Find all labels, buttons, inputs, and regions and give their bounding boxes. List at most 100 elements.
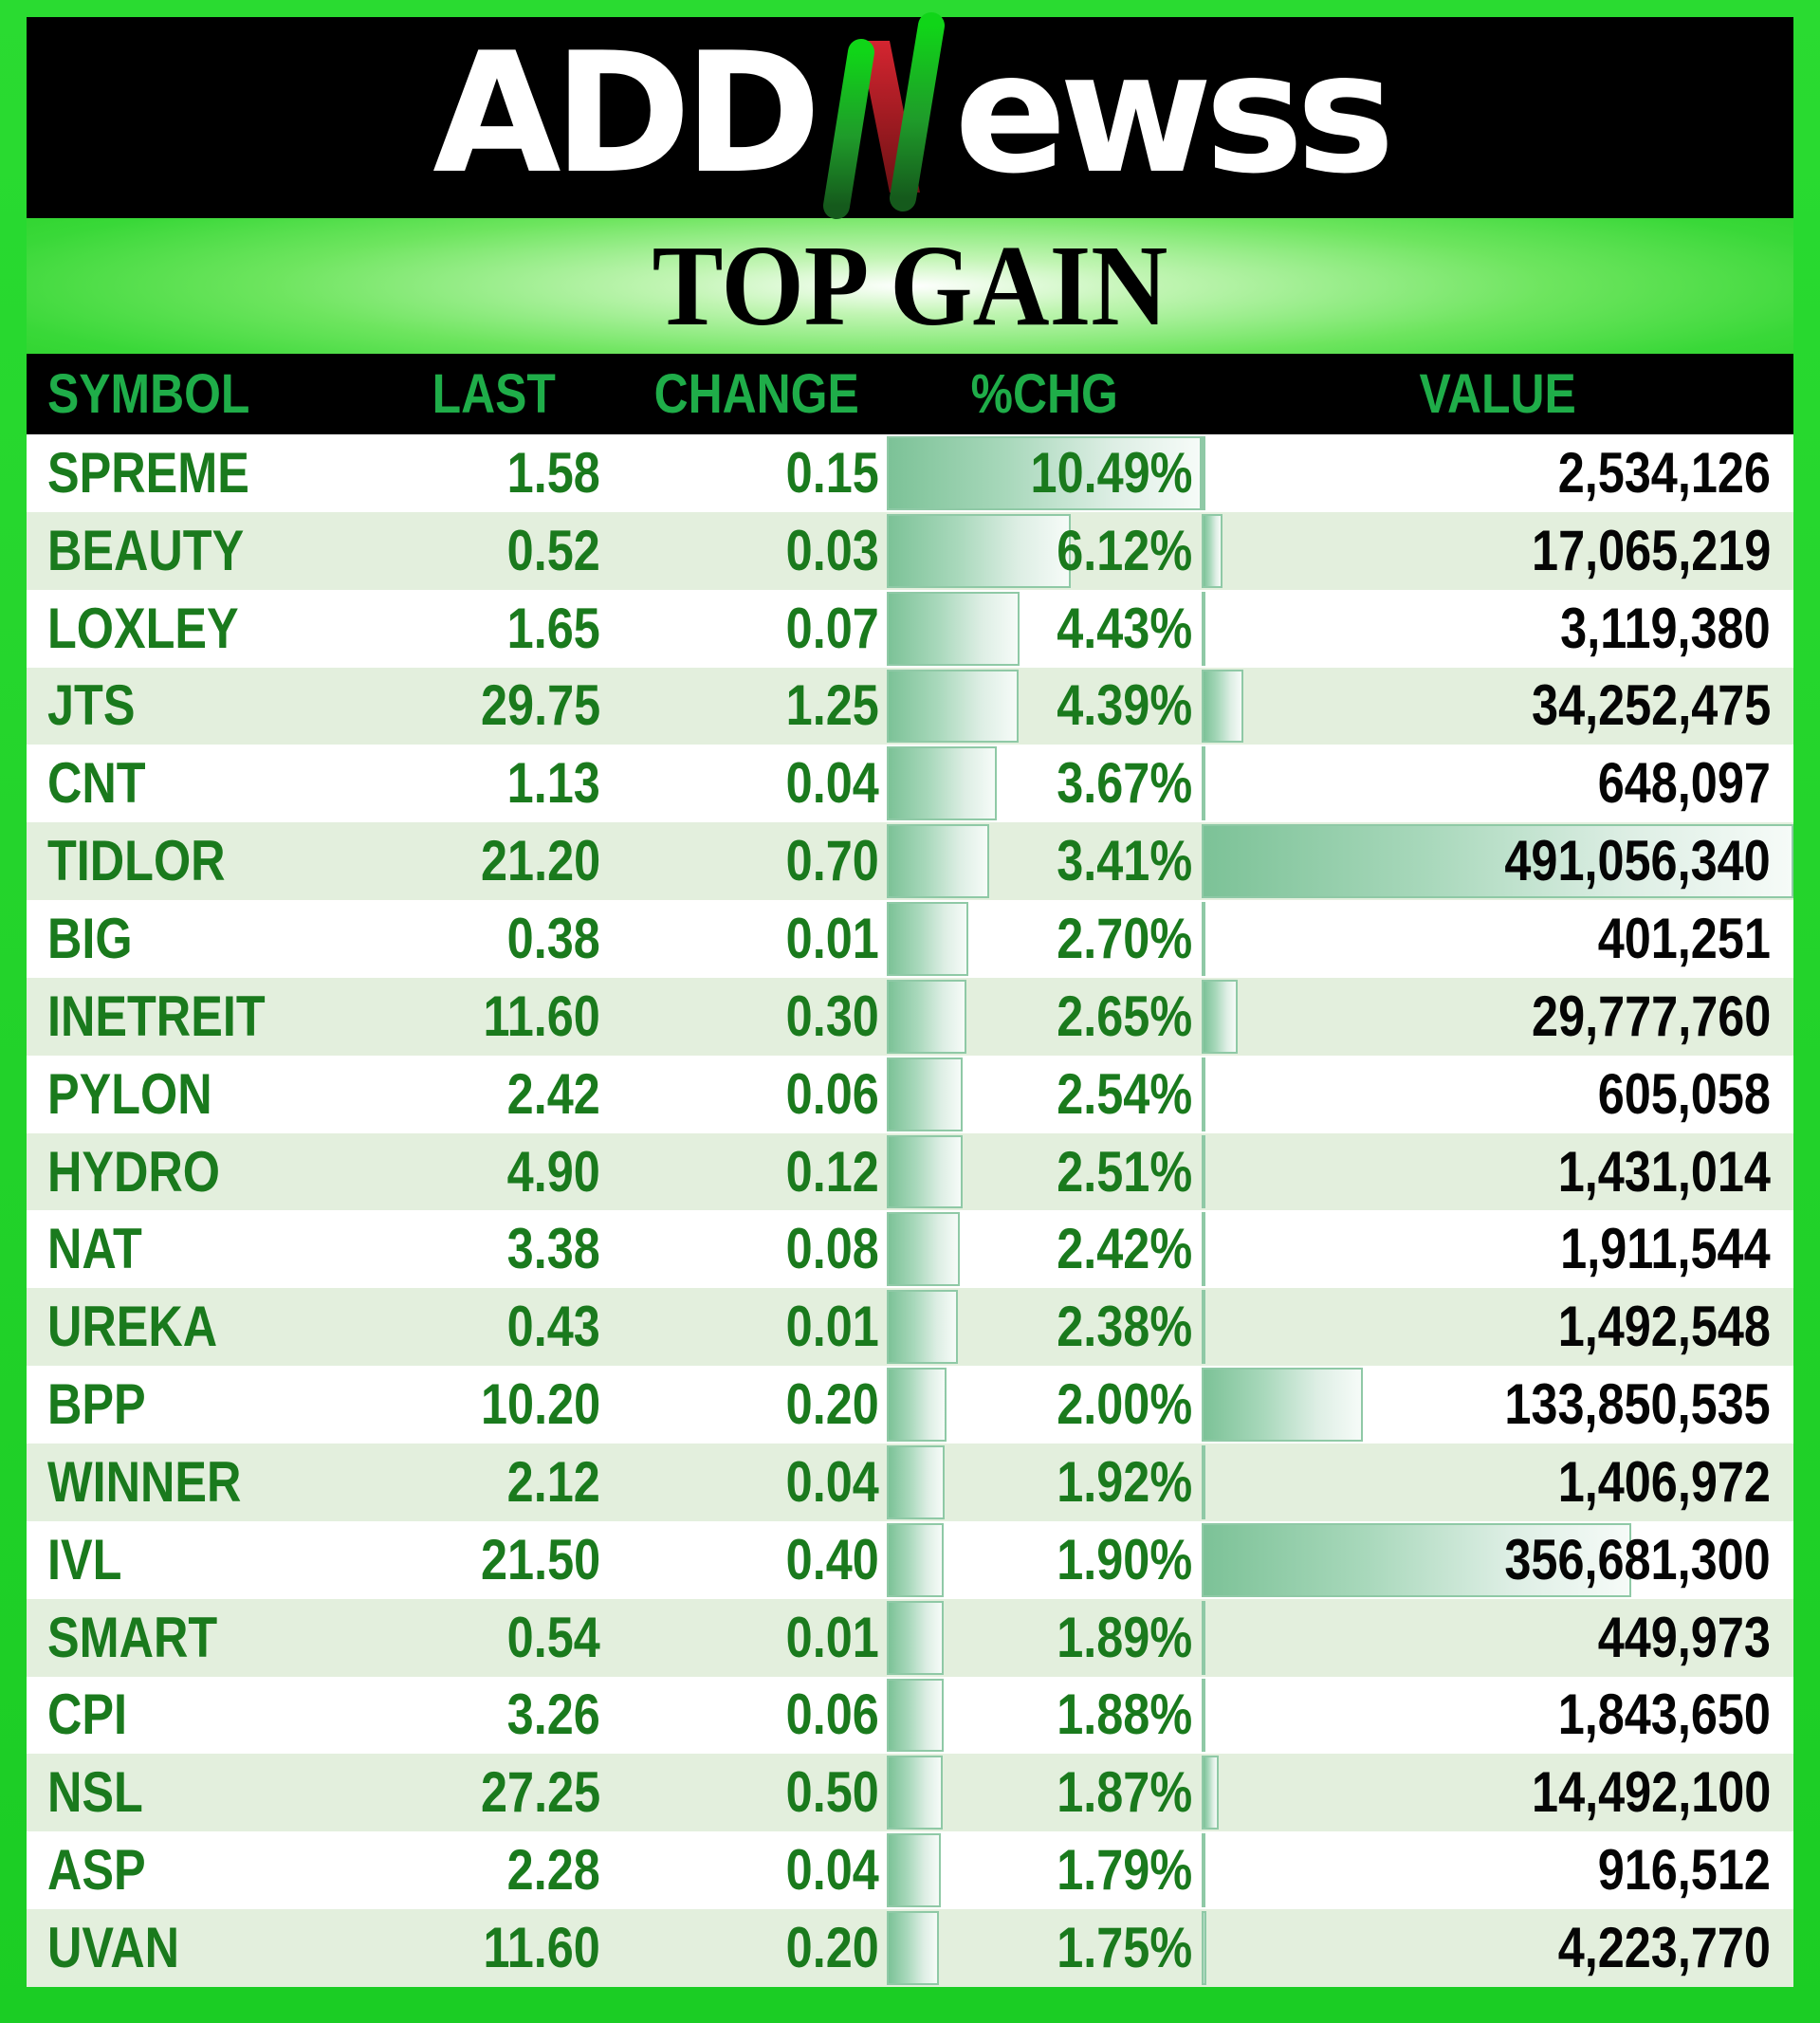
value-cell: 133,850,535 [1202,1366,1793,1444]
last-cell: 1.58 [506,440,601,505]
table-row: HYDRO 4.90 0.12 2.51% 1,431,014 [27,1132,1793,1211]
value-cell: 14,492,100 [1202,1754,1793,1831]
header-pct-chg: %CHG [970,362,1118,425]
last-cell: 29.75 [480,673,601,738]
table-row: PYLON 2.42 0.06 2.54% 605,058 [27,1055,1793,1133]
value-data-bar [1202,1522,1632,1597]
pct-chg-cell: 2.42% [887,1210,1202,1288]
symbol-cell: LOXLEY [47,596,239,660]
value-cell: 648,097 [1202,745,1793,822]
table-row: BPP 10.20 0.20 2.00% 133,850,535 [27,1366,1793,1444]
pct-chg-data-bar [887,1600,944,1675]
pct-chg-data-bar [887,1134,963,1209]
symbol-cell: UVAN [47,1915,180,1979]
last-cell: 2.42 [506,1061,601,1126]
logo-n-icon [823,12,946,219]
symbol-cell: HYDRO [47,1139,221,1204]
change-cell: 0.06 [785,1683,880,1747]
last-cell: 3.38 [506,1217,601,1281]
change-cell: 0.50 [785,1760,880,1825]
table-row: UREKA 0.43 0.01 2.38% 1,492,548 [27,1288,1793,1367]
pct-chg-cell: 3.67% [887,745,1202,822]
value-cell: 605,058 [1202,1056,1793,1133]
value-data-bar [1202,979,1238,1054]
symbol-cell: WINNER [47,1449,242,1514]
symbol-cell: NAT [47,1217,142,1281]
pct-chg-cell: 2.00% [887,1366,1202,1444]
value-cell: 29,777,760 [1202,978,1793,1056]
table-row: BEAUTY 0.52 0.03 6.12% 17,065,219 [27,511,1793,590]
value-data-bar [1202,436,1206,510]
symbol-cell: NSL [47,1760,143,1825]
pct-chg-cell: 2.65% [887,978,1202,1056]
table-header: SYMBOL LAST CHANGE %CHG VALUE [27,354,1793,434]
header-last: LAST [432,362,557,425]
last-cell: 2.28 [506,1838,601,1903]
value-data-bar [1202,591,1206,666]
logo-banner: ADD ewss [27,12,1793,219]
last-cell: 2.12 [506,1449,601,1514]
pct-chg-cell: 10.49% [887,434,1203,512]
symbol-cell: PYLON [47,1061,212,1126]
symbol-cell: ASP [47,1838,146,1903]
change-cell: 0.04 [785,751,880,816]
pct-chg-cell: 1.89% [887,1599,1202,1677]
pct-chg-data-bar [887,1833,941,1908]
table-row: SMART 0.54 0.01 1.89% 449,973 [27,1598,1793,1677]
pct-chg-cell: 1.92% [887,1444,1202,1521]
symbol-cell: UREKA [47,1295,218,1359]
value-data-bar [1202,1911,1207,1985]
value-data-bar [1202,746,1206,821]
table-row: WINNER 2.12 0.04 1.92% 1,406,972 [27,1443,1793,1521]
last-cell: 3.26 [506,1683,601,1747]
change-cell: 0.03 [785,518,880,582]
logo-text-add: ADD [432,17,821,211]
symbol-cell: INETREIT [47,984,266,1048]
last-cell: 0.52 [506,518,601,582]
pct-chg-data-bar [887,1678,944,1753]
pct-chg-data-bar [887,746,998,821]
value-data-bar [1202,669,1243,744]
value-data-bar [1202,902,1206,976]
pct-chg-data-bar [887,436,1203,510]
last-cell: 10.20 [480,1372,601,1437]
table-row: CPI 3.26 0.06 1.88% 1,843,650 [27,1676,1793,1755]
table-row: JTS 29.75 1.25 4.39% 34,252,475 [27,667,1793,745]
value-cell: 3,119,380 [1202,590,1793,668]
value-cell: 17,065,219 [1202,512,1793,590]
title-banner: TOP GAIN [27,218,1793,354]
pct-chg-data-bar [887,591,1020,666]
last-cell: 11.60 [483,1915,601,1979]
change-cell: 0.01 [785,1295,880,1359]
table-row: CNT 1.13 0.04 3.67% 648,097 [27,745,1793,823]
pct-chg-data-bar [887,979,966,1054]
last-cell: 21.50 [480,1527,601,1591]
symbol-cell: BEAUTY [47,518,245,582]
change-cell: 0.70 [785,829,880,893]
pct-chg-cell: 1.90% [887,1521,1202,1599]
last-cell: 0.54 [506,1605,601,1669]
table-row: BIG 0.38 0.01 2.70% 401,251 [27,900,1793,978]
pct-chg-cell: 2.51% [887,1133,1202,1211]
value-cell: 916,512 [1202,1831,1793,1909]
pct-chg-data-bar [887,513,1071,588]
symbol-cell: SMART [47,1605,218,1669]
value-cell: 401,251 [1202,900,1793,978]
value-cell: 4,223,770 [1202,1909,1793,1987]
pct-chg-cell: 2.70% [887,900,1202,978]
pct-chg-cell: 1.75% [887,1909,1202,1987]
pct-chg-cell: 1.87% [887,1754,1202,1831]
value-data-bar [1202,1057,1206,1131]
last-cell: 27.25 [480,1760,601,1825]
pct-chg-cell: 4.39% [887,668,1202,745]
value-data-bar [1202,1134,1206,1209]
pct-chg-data-bar [887,1444,945,1519]
change-cell: 1.25 [785,673,880,738]
change-cell: 0.08 [785,1217,880,1281]
last-cell: 21.20 [480,829,601,893]
pct-chg-data-bar [887,1368,947,1442]
table-row: NSL 27.25 0.50 1.87% 14,492,100 [27,1754,1793,1832]
change-cell: 0.01 [785,1605,880,1669]
value-data-bar [1202,513,1223,588]
stock-table: SYMBOL LAST CHANGE %CHG VALUE SPREME 1.58… [27,354,1793,1987]
